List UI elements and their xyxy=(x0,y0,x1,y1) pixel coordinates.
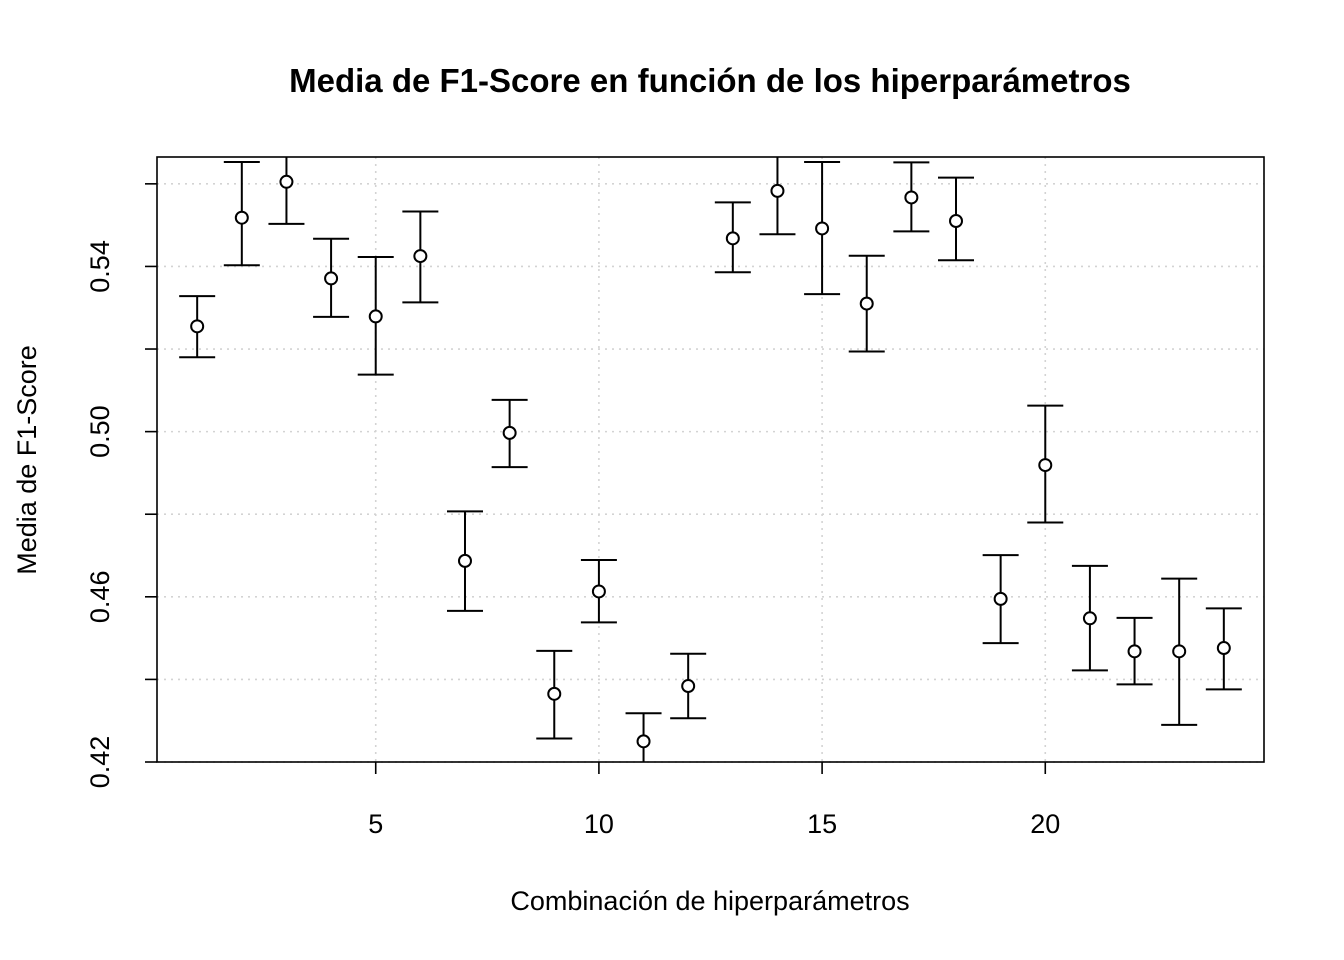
data-point xyxy=(770,183,785,198)
data-point xyxy=(591,584,606,599)
data-point xyxy=(815,221,830,236)
data-point xyxy=(859,296,874,311)
data-point xyxy=(1216,641,1231,656)
data-point xyxy=(1082,611,1097,626)
data-point xyxy=(279,174,294,189)
axes: 5 10 15 20 0.42 0.46 0.50 0.54 xyxy=(85,183,1060,839)
data-point xyxy=(949,214,964,229)
plot-frame xyxy=(156,156,1265,763)
y-tick-label: 0.54 xyxy=(85,240,115,293)
chart-title: Media de F1-Score en función de los hipe… xyxy=(289,62,1131,99)
data-point xyxy=(413,249,428,264)
data-point xyxy=(993,591,1008,606)
x-tick-label: 15 xyxy=(807,809,837,839)
data-points xyxy=(179,157,1242,762)
y-tick-label: 0.50 xyxy=(85,405,115,458)
data-point xyxy=(636,734,651,749)
data-point xyxy=(234,210,249,225)
data-point xyxy=(324,271,339,286)
data-point xyxy=(502,425,517,440)
x-axis-label: Combinación de hiperparámetros xyxy=(510,886,909,916)
data-point xyxy=(1127,644,1142,659)
data-point xyxy=(904,190,919,205)
x-tick-label: 5 xyxy=(368,809,383,839)
y-tick-label: 0.42 xyxy=(85,736,115,789)
x-tick-label: 10 xyxy=(584,809,614,839)
x-tick-label: 20 xyxy=(1030,809,1060,839)
y-axis-label: Media de F1-Score xyxy=(12,345,42,575)
data-point xyxy=(681,679,696,694)
data-point xyxy=(725,231,740,246)
data-point xyxy=(457,553,472,568)
data-point xyxy=(190,319,205,334)
data-point xyxy=(547,686,562,701)
y-tick-label: 0.46 xyxy=(85,571,115,624)
data-point xyxy=(1172,644,1187,659)
data-point xyxy=(368,309,383,324)
data-point xyxy=(1038,458,1053,473)
